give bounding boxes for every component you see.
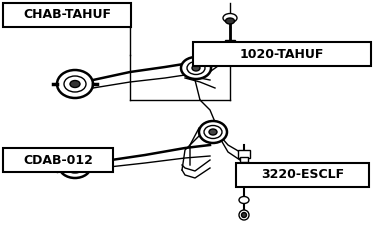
Ellipse shape [209, 129, 217, 135]
Ellipse shape [223, 13, 237, 22]
Bar [240, 157, 248, 162]
Ellipse shape [64, 76, 86, 92]
Ellipse shape [70, 81, 80, 87]
Ellipse shape [199, 121, 227, 143]
Bar [236, 163, 369, 187]
Ellipse shape [239, 197, 249, 203]
Text: CHAB-TAHUF: CHAB-TAHUF [23, 8, 111, 22]
Bar [3, 148, 113, 172]
Text: 3220-ESCLF: 3220-ESCLF [261, 168, 344, 182]
Ellipse shape [226, 18, 235, 24]
Text: 1020-TAHUF: 1020-TAHUF [240, 47, 324, 61]
Text: CDAB-012: CDAB-012 [23, 153, 93, 166]
Circle shape [241, 212, 247, 217]
Ellipse shape [192, 65, 200, 71]
Bar [193, 42, 371, 66]
Ellipse shape [204, 126, 222, 138]
Ellipse shape [238, 164, 250, 180]
Ellipse shape [241, 165, 248, 175]
Bar [226, 46, 234, 51]
Ellipse shape [181, 57, 211, 79]
Ellipse shape [187, 62, 205, 74]
Circle shape [239, 210, 249, 220]
Ellipse shape [70, 163, 79, 169]
Bar [3, 3, 131, 27]
Bar [225, 40, 235, 48]
Ellipse shape [59, 154, 91, 178]
Ellipse shape [65, 159, 85, 173]
Ellipse shape [57, 70, 93, 98]
Bar [238, 150, 250, 158]
